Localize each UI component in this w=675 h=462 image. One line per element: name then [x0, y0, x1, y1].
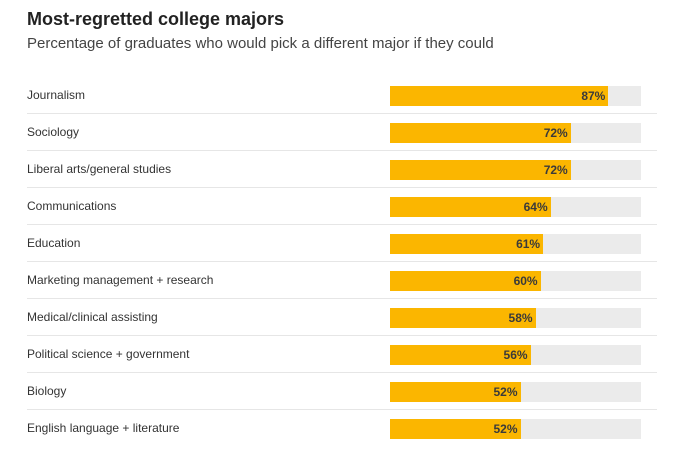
- category-label: Biology: [27, 384, 67, 398]
- data-label: 56%: [503, 348, 528, 362]
- category-label: Journalism: [27, 88, 86, 102]
- bar: 72%: [390, 123, 571, 143]
- data-label: 61%: [516, 237, 541, 251]
- category-label: Liberal arts/general studies: [27, 162, 172, 176]
- category-label: English language + literature: [27, 421, 180, 435]
- data-label: 58%: [508, 311, 533, 325]
- data-label: 64%: [523, 200, 548, 214]
- chart-subtitle: Percentage of graduates who would pick a…: [27, 35, 494, 52]
- data-label: 72%: [543, 163, 568, 177]
- data-label: 87%: [581, 89, 606, 103]
- bar-track: 56%: [390, 345, 641, 365]
- bar-row: Political science + government 56%: [27, 336, 657, 373]
- category-label: Sociology: [27, 125, 80, 139]
- bar: 61%: [390, 234, 544, 254]
- bar: 64%: [390, 197, 551, 217]
- bar-track: 61%: [390, 234, 641, 254]
- data-label: 52%: [493, 385, 518, 399]
- bar-track: 52%: [390, 382, 641, 402]
- bar: 58%: [390, 308, 536, 328]
- chart-title: Most-regretted college majors: [27, 9, 285, 29]
- bar-row: Sociology 72%: [27, 114, 657, 151]
- bar-list: Journalism 87% Sociology 72% Liberal arts/…: [27, 77, 657, 447]
- category-label: Political science + government: [27, 347, 190, 361]
- bar-row: Education 61%: [27, 225, 657, 262]
- bar-track: 52%: [390, 419, 641, 439]
- bar-row: Medical/clinical assisting 58%: [27, 299, 657, 336]
- data-label: 60%: [513, 274, 538, 288]
- data-label: 52%: [493, 422, 518, 436]
- bar-row: Biology 52%: [27, 373, 657, 410]
- category-label: Communications: [27, 199, 117, 213]
- bar-track: 60%: [390, 271, 641, 291]
- category-label: Medical/clinical assisting: [27, 310, 158, 324]
- bar: 52%: [390, 419, 521, 439]
- bar-track: 87%: [390, 86, 641, 106]
- bar-row: Journalism 87%: [27, 77, 657, 114]
- bar-track: 64%: [390, 197, 641, 217]
- bar: 56%: [390, 345, 531, 365]
- bar: 52%: [390, 382, 521, 402]
- bar-track: 72%: [390, 123, 641, 143]
- bar: 72%: [390, 160, 571, 180]
- category-label: Marketing management + research: [27, 273, 214, 287]
- category-label: Education: [27, 236, 81, 250]
- bar: 87%: [390, 86, 609, 106]
- bar-row: English language + literature 52%: [27, 410, 657, 447]
- bar: 60%: [390, 271, 541, 291]
- bar-track: 72%: [390, 160, 641, 180]
- bar-track: 58%: [390, 308, 641, 328]
- bar-row: Marketing management + research 60%: [27, 262, 657, 299]
- bar-row: Communications 64%: [27, 188, 657, 225]
- data-label: 72%: [543, 126, 568, 140]
- bar-row: Liberal arts/general studies 72%: [27, 151, 657, 188]
